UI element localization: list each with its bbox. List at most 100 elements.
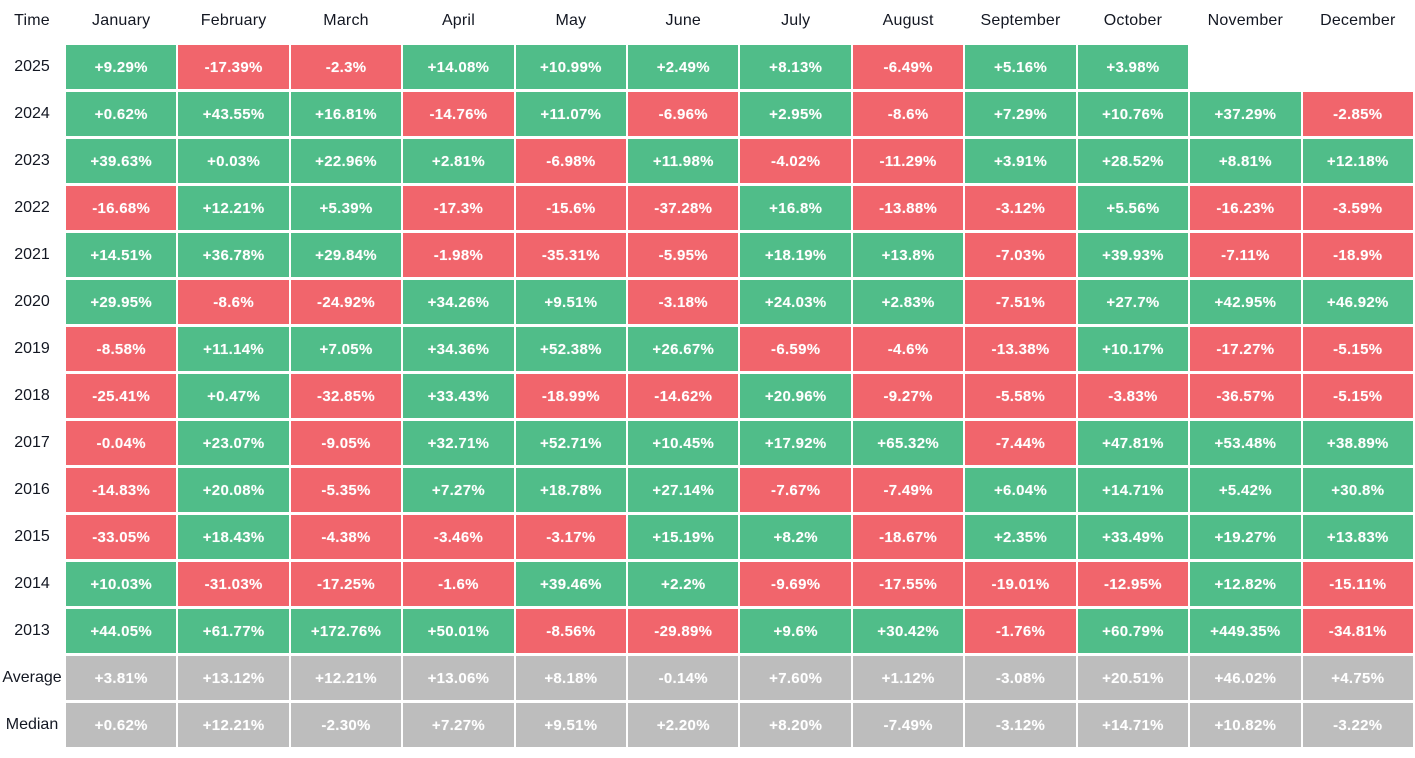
return-cell-2014-october: -12.95% (1077, 562, 1189, 606)
return-cell-2025-september: +5.16% (965, 45, 1076, 89)
return-cell-2014-june: +2.2% (628, 562, 739, 606)
return-cell-2017-june: +10.45% (628, 421, 739, 465)
return-cell-2024-april: -14.76% (403, 92, 514, 136)
return-cell-2019-december: -5.15% (1302, 327, 1413, 371)
row-label-median: Median (5, 716, 59, 733)
return-cell-2020-may: +9.51% (515, 280, 627, 324)
return-cell-2016-september: +6.04% (965, 468, 1076, 512)
return-cell-median-april: +7.27% (403, 703, 514, 747)
return-cell-2018-february: +0.47% (178, 374, 289, 418)
return-cell-2019-july: -6.59% (740, 327, 851, 371)
return-cell-2016-july: -7.67% (740, 468, 851, 512)
return-cell-2015-december: +13.83% (1302, 515, 1413, 559)
return-cell-2013-february: +61.77% (178, 609, 289, 653)
return-cell-average-august: +1.12% (852, 656, 964, 700)
return-cell-2022-march: +5.39% (290, 186, 402, 230)
return-cell-2023-november: +8.81% (1190, 139, 1301, 183)
return-cell-median-august: -7.49% (852, 703, 964, 747)
month-header-june: June (665, 12, 702, 29)
return-cell-2017-march: -9.05% (290, 421, 402, 465)
return-cell-2016-august: -7.49% (852, 468, 964, 512)
row-label-2015: 2015 (14, 528, 50, 545)
return-cell-average-october: +20.51% (1077, 656, 1189, 700)
return-cell-2013-december: -34.81% (1302, 609, 1413, 653)
row-label-2025: 2025 (14, 58, 50, 75)
return-cell-2021-august: +13.8% (852, 233, 964, 277)
return-cell-2019-may: +52.38% (515, 327, 627, 371)
return-cell-2013-september: -1.76% (965, 609, 1076, 653)
return-cell-2014-february: -31.03% (178, 562, 289, 606)
month-header-december: December (1320, 12, 1396, 29)
return-cell-2019-june: +26.67% (628, 327, 739, 371)
return-cell-2018-november: -36.57% (1190, 374, 1301, 418)
return-cell-2023-december: +12.18% (1302, 139, 1413, 183)
return-cell-2016-november: +5.42% (1190, 468, 1301, 512)
return-cell-average-november: +46.02% (1190, 656, 1301, 700)
return-cell-average-january: +3.81% (66, 656, 177, 700)
return-cell-2020-december: +46.92% (1302, 280, 1413, 324)
return-cell-2022-september: -3.12% (965, 186, 1076, 230)
return-cell-2017-december: +38.89% (1302, 421, 1413, 465)
return-cell-2022-april: -17.3% (403, 186, 514, 230)
month-header-july: July (781, 12, 811, 29)
return-cell-2015-january: -33.05% (66, 515, 177, 559)
return-cell-2021-september: -7.03% (965, 233, 1076, 277)
return-cell-2025-february: -17.39% (178, 45, 289, 89)
return-cell-2016-april: +7.27% (403, 468, 514, 512)
return-cell-2025-august: -6.49% (852, 45, 964, 89)
return-cell-average-february: +13.12% (178, 656, 289, 700)
row-label-2019: 2019 (14, 340, 50, 357)
return-cell-2021-january: +14.51% (66, 233, 177, 277)
row-label-2022: 2022 (14, 199, 50, 216)
return-cell-2015-september: +2.35% (965, 515, 1076, 559)
return-cell-2023-march: +22.96% (290, 139, 402, 183)
return-cell-2022-january: -16.68% (66, 186, 177, 230)
row-label-2021: 2021 (14, 246, 50, 263)
return-cell-median-march: -2.30% (290, 703, 402, 747)
return-cell-average-april: +13.06% (403, 656, 514, 700)
return-cell-2023-may: -6.98% (515, 139, 627, 183)
return-cell-2024-october: +10.76% (1077, 92, 1189, 136)
return-cell-2022-november: -16.23% (1190, 186, 1301, 230)
return-cell-2017-october: +47.81% (1077, 421, 1189, 465)
return-cell-2020-april: +34.26% (403, 280, 514, 324)
return-cell-2019-april: +34.36% (403, 327, 514, 371)
return-cell-2015-february: +18.43% (178, 515, 289, 559)
return-cell-2024-august: -8.6% (852, 92, 964, 136)
return-cell-2023-august: -11.29% (852, 139, 964, 183)
return-cell-2020-july: +24.03% (740, 280, 851, 324)
return-cell-2025-march: -2.3% (290, 45, 402, 89)
return-cell-average-march: +12.21% (290, 656, 402, 700)
return-cell-2024-december: -2.85% (1302, 92, 1413, 136)
return-cell-2018-december: -5.15% (1302, 374, 1413, 418)
return-cell-2022-february: +12.21% (178, 186, 289, 230)
return-cell-2017-february: +23.07% (178, 421, 289, 465)
return-cell-average-september: -3.08% (965, 656, 1076, 700)
return-cell-2015-may: -3.17% (515, 515, 627, 559)
return-cell-2017-august: +65.32% (852, 421, 964, 465)
return-cell-2025-july: +8.13% (740, 45, 851, 89)
return-cell-2013-march: +172.76% (290, 609, 402, 653)
return-cell-2017-january: -0.04% (66, 421, 177, 465)
row-label-2013: 2013 (14, 622, 50, 639)
return-cell-2025-november (1190, 45, 1300, 89)
return-cell-2016-may: +18.78% (515, 468, 627, 512)
return-cell-2014-april: -1.6% (403, 562, 514, 606)
return-cell-2015-july: +8.2% (740, 515, 851, 559)
return-cell-2017-april: +32.71% (403, 421, 514, 465)
month-header-february: February (200, 12, 267, 29)
return-cell-2021-february: +36.78% (178, 233, 289, 277)
return-cell-2025-january: +9.29% (66, 45, 177, 89)
return-cell-2013-october: +60.79% (1077, 609, 1189, 653)
return-cell-2013-july: +9.6% (740, 609, 851, 653)
return-cell-2024-november: +37.29% (1190, 92, 1301, 136)
return-cell-2023-april: +2.81% (403, 139, 514, 183)
month-header-october: October (1103, 12, 1163, 29)
return-cell-2019-march: +7.05% (290, 327, 402, 371)
return-cell-2020-november: +42.95% (1190, 280, 1301, 324)
row-label-2017: 2017 (14, 434, 50, 451)
return-cell-2023-june: +11.98% (628, 139, 739, 183)
return-cell-2013-january: +44.05% (66, 609, 177, 653)
return-cell-2018-august: -9.27% (852, 374, 964, 418)
